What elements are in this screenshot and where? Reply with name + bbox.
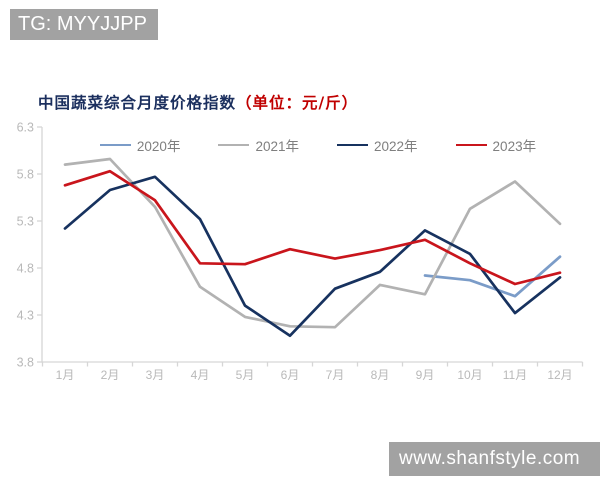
x-tick-label: 2月 (101, 368, 120, 382)
x-tick-label: 4月 (191, 368, 210, 382)
x-tick-label: 6月 (281, 368, 300, 382)
y-tick-label: 4.3 (17, 309, 34, 323)
legend-label: 2023年 (492, 139, 537, 154)
x-tick-label: 3月 (146, 368, 165, 382)
legend-label: 2020年 (136, 139, 181, 154)
chart-title-unit: （单位：元/斤） (236, 93, 359, 112)
legend-item-2020年: 2020年 (99, 135, 181, 155)
legend-label: 2022年 (374, 139, 418, 154)
legend-line-swatch (337, 144, 368, 146)
legend-item-2021年: 2021年 (218, 135, 299, 155)
watermark-top-left-text: TG: MYYJJPP (18, 13, 147, 35)
y-tick-label: 4.8 (17, 262, 34, 276)
watermark-top-left: TG: MYYJJPP (10, 9, 158, 40)
legend-item-2022年: 2022年 (337, 135, 418, 155)
legend-line-swatch (455, 144, 487, 146)
x-tick-label: 7月 (326, 368, 345, 382)
legend-item-2023年: 2023年 (455, 135, 537, 155)
chart-legend: 2020年 2021年 2022年 2023年 (0, 136, 600, 154)
series-line-2023年 (63, 169, 562, 286)
x-tick-label: 8月 (371, 368, 390, 382)
series-line-2020年 (423, 255, 562, 298)
chart-title-main: 中国蔬菜综合月度价格指数 (38, 93, 237, 112)
x-tick-label: 5月 (236, 368, 255, 382)
x-tick-label: 12月 (547, 368, 572, 382)
x-tick-label: 1月 (56, 368, 75, 382)
legend-line-swatch (99, 144, 131, 146)
x-tick-label: 11月 (503, 368, 527, 382)
y-tick-label: 3.8 (17, 356, 34, 370)
y-tick-label: 5.8 (17, 168, 34, 182)
series-line-2021年 (63, 157, 562, 329)
legend-line-swatch (218, 144, 250, 146)
x-tick-label: 9月 (416, 368, 435, 382)
y-tick-label: 6.3 (17, 121, 34, 135)
series-line-2022年 (63, 175, 562, 338)
chart-title: 中国蔬菜综合月度价格指数（单位：元/斤） (38, 91, 358, 113)
watermark-bottom-right: www.shanfstyle.com (389, 442, 600, 476)
legend-label: 2021年 (255, 139, 299, 154)
watermark-bottom-right-text: www.shanfstyle.com (399, 448, 581, 469)
y-tick-label: 5.3 (17, 215, 34, 229)
x-tick-label: 10月 (457, 368, 482, 382)
